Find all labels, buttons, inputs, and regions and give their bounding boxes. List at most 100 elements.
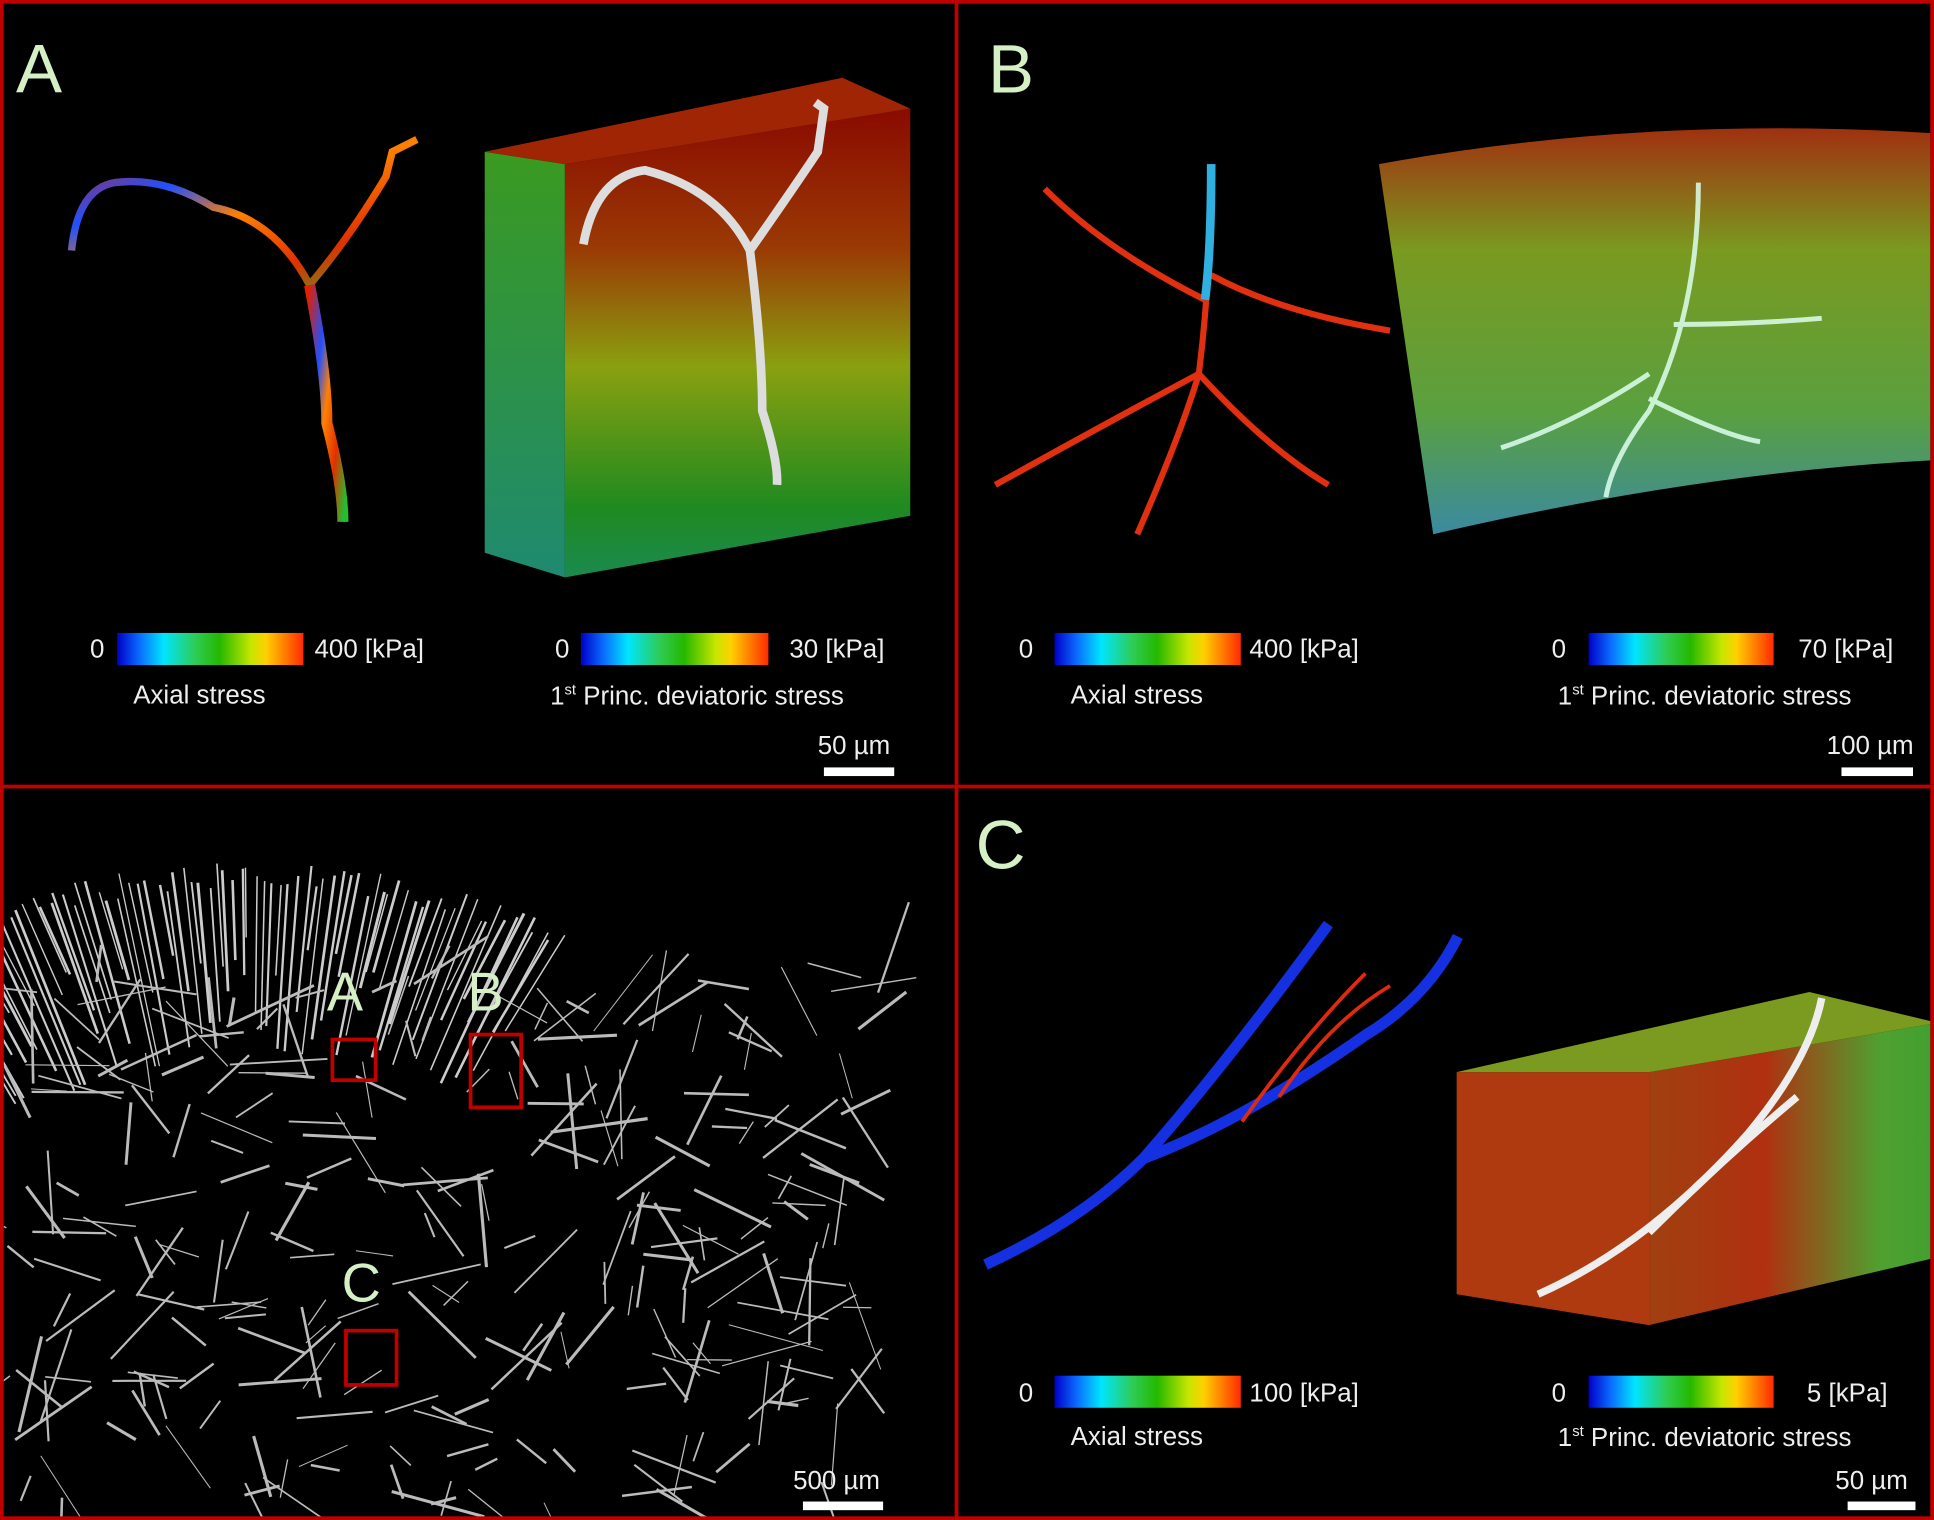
vessel-segment	[53, 997, 100, 1041]
vessel-segment	[345, 873, 382, 1036]
vessel-axial-stress	[67, 136, 419, 292]
vessel-segment	[362, 1061, 373, 1118]
vessel-segment	[279, 1459, 289, 1498]
vessel-segment	[172, 1103, 191, 1158]
vessel-segment	[503, 1234, 536, 1250]
vessel-segment	[30, 1088, 67, 1092]
colorbar-title: 1st Princ. deviatoric stress	[550, 682, 844, 709]
vessel-segment	[224, 1211, 250, 1270]
vessel-segment	[30, 989, 35, 1084]
panel-c: C 0 100 [kPa] Axial stress 0 5 [kPa] 1st…	[954, 784, 1934, 1520]
vessel-segment	[343, 1369, 383, 1396]
vessel-segment	[256, 1007, 279, 1030]
vessel-segment	[190, 881, 202, 964]
vessel-segment	[244, 867, 247, 938]
title-rest: Princ. deviatoric stress	[1583, 1423, 1852, 1453]
vessel-segment	[413, 1409, 494, 1434]
vessel-segment	[130, 1084, 171, 1135]
vessel-segment	[25, 1185, 66, 1239]
vessel-segment	[630, 1192, 645, 1245]
vessel-segment	[779, 1276, 847, 1287]
vessel-segment	[462, 919, 507, 1000]
vessel-segment	[76, 1046, 122, 1081]
vessel-segment	[537, 1033, 618, 1041]
vessel-segment	[237, 1326, 306, 1355]
vessel-segment	[225, 984, 315, 1028]
panel-b-render	[993, 128, 1931, 536]
vessel-segment	[158, 884, 175, 956]
vessel-segment	[430, 945, 451, 979]
colorbar-deviatoric-stress	[1588, 1375, 1774, 1408]
vessel-segment	[747, 1377, 795, 1420]
vessel-segment	[104, 900, 131, 981]
vessel-segment	[372, 880, 401, 973]
vessel-segment	[683, 1091, 749, 1097]
vessel-segment	[300, 1306, 322, 1398]
vessel-segment	[133, 1370, 170, 1389]
vessel-segment	[40, 1455, 81, 1517]
vessel-segment	[276, 883, 289, 1049]
vessel-segment	[652, 1352, 721, 1375]
vessel-segment	[73, 882, 113, 1000]
vessel-segment	[673, 1434, 688, 1497]
vessel-segment	[484, 1336, 552, 1372]
vessel-segment	[334, 874, 353, 955]
vessel-segment	[158, 1243, 200, 1258]
vessel-segment	[6, 1245, 35, 1269]
vessel-segment	[543, 1502, 552, 1517]
vessel-segment	[481, 1183, 490, 1221]
colorbar-deviatoric-stress	[580, 632, 769, 666]
vessel-segment	[454, 1398, 490, 1416]
region-label-c: C	[341, 1253, 381, 1314]
panel-c-render	[983, 920, 1931, 1326]
vessel-segment	[603, 1105, 636, 1166]
vessel-segment	[415, 1189, 465, 1257]
panel-label: C	[975, 805, 1026, 884]
colorbar-max: 100 [kPa]	[1249, 1379, 1359, 1408]
title-sup: st	[1572, 681, 1584, 699]
title-rest: Princ. deviatoric stress	[576, 682, 844, 711]
vessel-segment	[285, 1181, 318, 1191]
vessel-segment	[584, 1065, 597, 1105]
vessel-segment	[95, 944, 103, 983]
vessel-segment	[440, 1480, 452, 1517]
vessel-segment	[371, 979, 398, 994]
box-b	[1378, 128, 1931, 535]
vessel-segment	[686, 1075, 723, 1146]
vessel-segment	[3, 1225, 7, 1229]
vessel-segment	[476, 1173, 489, 1268]
vessel-segment	[17, 1335, 44, 1433]
vessel-segment	[690, 1240, 765, 1284]
vessel-segment	[391, 1490, 485, 1517]
colorbar-title: Axial stress	[133, 681, 266, 710]
vessel-segment	[43, 1380, 50, 1442]
colorbar-title: Axial stress	[1070, 1422, 1204, 1451]
vessel-segment	[238, 1377, 322, 1387]
vessel-segment	[61, 894, 118, 1067]
vessel-segment	[210, 1139, 244, 1154]
vessel-segment	[698, 1227, 706, 1261]
colorbar-min: 0	[1018, 635, 1034, 664]
panel-a: A 0 400 [kPa] Axial stress	[0, 0, 959, 789]
vessel-segment	[227, 997, 236, 1027]
vessel-segment	[378, 906, 425, 1051]
vessel-segment	[432, 1284, 460, 1303]
vessel-segment	[231, 1301, 267, 1309]
vessel-segment	[474, 1457, 498, 1471]
vessel-segment	[728, 1324, 824, 1352]
vessel-segment	[52, 1292, 72, 1327]
vessel-segment	[405, 1020, 417, 1057]
colorbar-deviatoric-stress	[1588, 632, 1774, 666]
vessel-segment	[783, 1200, 809, 1221]
vessel-segment	[207, 1054, 250, 1095]
vessel-segment	[429, 905, 502, 1071]
vessel-segment	[728, 1031, 773, 1053]
vessel-segment	[98, 892, 124, 970]
vessel-segment	[310, 875, 337, 1040]
vessel-segment	[766, 1399, 799, 1408]
vessel-segment	[764, 1104, 790, 1128]
vessel-segment	[171, 1316, 207, 1347]
vessel-segment	[370, 900, 418, 1058]
vessel-segment	[207, 977, 218, 1049]
box-top	[484, 77, 911, 165]
